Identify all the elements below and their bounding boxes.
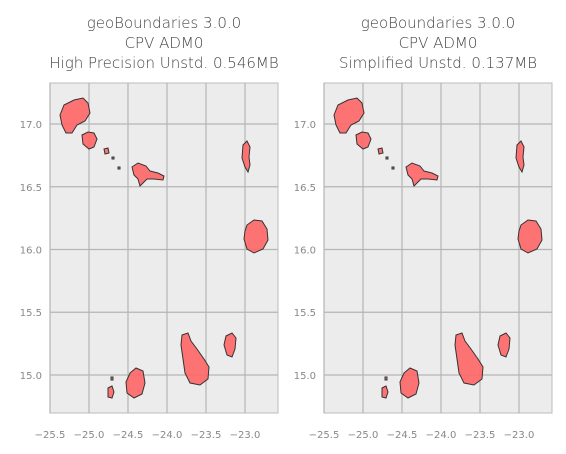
y-tick-label: 17.0 [294,120,316,131]
chart-title: CPV ADM0 [125,34,204,52]
y-tick-label: 15.0 [20,371,42,382]
map-panel: geoBoundaries 3.0.0 CPV ADM0 High Precisio… [20,14,279,441]
x-tick-label: −24.5 [387,430,418,441]
x-tick-label: −23.5 [191,430,222,441]
x-tick-label: −24.0 [152,430,183,441]
y-tick-label: 15.5 [20,308,42,319]
chart-title: CPV ADM0 [399,34,478,52]
x-tick-label: −25.0 [74,430,105,441]
y-tick-label: 15.5 [294,308,316,319]
y-tick-label: 16.0 [20,246,42,257]
x-tick-label: −25.5 [35,430,66,441]
x-tick-label: −23.0 [230,430,261,441]
y-tick-label: 16.0 [294,246,316,257]
y-tick-label: 16.5 [294,183,316,194]
plot-area [323,82,553,414]
x-tick-label: −25.0 [348,430,379,441]
chart-title: High Precision Unstd. 0.546MB [49,54,278,72]
plot-area [49,82,279,414]
chart-title: geoBoundaries 3.0.0 [87,14,241,32]
y-tick-label: 16.5 [20,183,42,194]
map-panel: geoBoundaries 3.0.0 CPV ADM0 Simplified Un… [294,14,553,441]
x-tick-label: −23.5 [465,430,496,441]
chart-title: geoBoundaries 3.0.0 [361,14,515,32]
x-tick-label: −24.5 [113,430,144,441]
y-tick-label: 15.0 [294,371,316,382]
x-tick-label: −25.5 [309,430,340,441]
chart-title: Simplified Unstd. 0.137MB [339,54,537,72]
x-tick-label: −24.0 [426,430,457,441]
x-tick-label: −23.0 [504,430,535,441]
y-tick-label: 17.0 [20,120,42,131]
